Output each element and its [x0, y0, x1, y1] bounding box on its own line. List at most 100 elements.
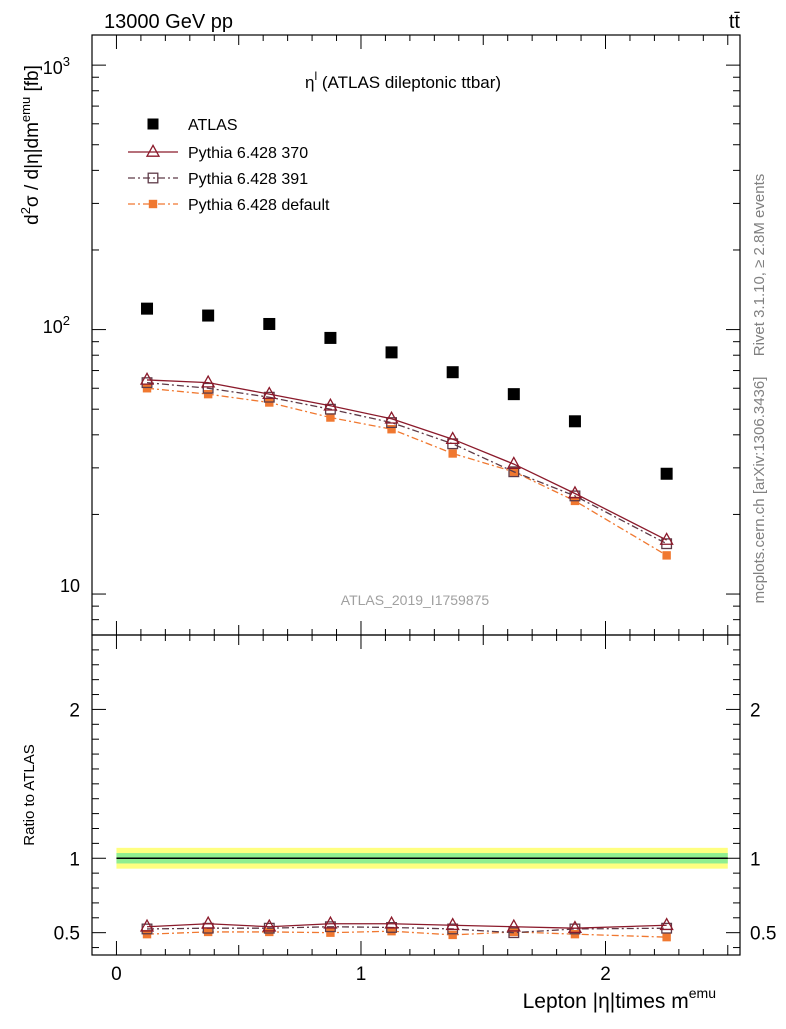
- ratio-pythia-6-428-default-point: [448, 930, 457, 940]
- ylabel-sigma: σ / d|η|dm: [22, 122, 43, 207]
- ratio-y-tick-label: 0.5: [750, 924, 776, 945]
- ylabel-sup: emu: [18, 97, 33, 122]
- legend-atlas-label: ATLAS: [188, 117, 238, 134]
- x-tick-label: 2: [600, 964, 611, 985]
- plot-title: ηl (ATLAS dileptonic ttbar): [305, 69, 501, 92]
- series-atlas-point: [263, 317, 276, 330]
- series-atlas-point: [507, 388, 520, 401]
- analysis-watermark: ATLAS_2019_I1759875: [341, 592, 490, 608]
- legend: ATLAS Pythia 6.428 370 Pythia 6.428 391 Pyt…: [128, 117, 330, 214]
- series-atlas-point: [660, 467, 673, 480]
- series-pythia-6-428-370-point: [567, 485, 583, 499]
- ratio-data-marks: [139, 915, 674, 942]
- series-pythia-6-428-391-line: [146, 382, 667, 545]
- ratio-band: [116, 847, 728, 869]
- series-pythia-6-428-default-point: [142, 384, 152, 393]
- series-atlas-point: [385, 346, 398, 359]
- ytick-label-1e2-base: 10: [43, 317, 63, 337]
- main-y-ticks: [92, 64, 740, 636]
- ratio-y-axis-label: Ratio to ATLAS: [21, 744, 38, 845]
- ratio-pythia-6-428-default-point: [326, 928, 335, 937]
- series-pythia-6-428-default-point: [387, 425, 396, 434]
- series-pythia-6-428-default-point: [326, 413, 335, 422]
- x-axis-label: Lepton |η|times memu: [523, 985, 716, 1013]
- legend-pythia-6-428-370-marker: [145, 144, 161, 157]
- main-y-axis-label: d2σ / d|η|dmemu [fb]: [18, 65, 43, 225]
- ratio-pythia-6-428-370-point: [201, 915, 216, 929]
- ylabel-two: 2: [18, 207, 33, 214]
- series-pythia-6-428-370-line: [146, 379, 667, 541]
- series-pythia-6-428-default-point: [203, 389, 213, 399]
- x-tick-label: 1: [356, 964, 367, 985]
- plot-title-rest: (ATLAS dileptonic ttbar): [317, 73, 501, 92]
- main-data-marks: [139, 302, 674, 560]
- ratio-pythia-6-428-default-line: [146, 930, 667, 938]
- ratio-pythia-6-428-default-point: [509, 927, 519, 937]
- ratio-pythia-6-428-370-point: [506, 918, 521, 932]
- ratio-pythia-6-428-370-point: [139, 918, 155, 932]
- ytick-label-1e1: 10: [60, 576, 80, 596]
- plot-title-eta: η: [305, 73, 314, 92]
- series-pythia-6-428-370-point: [262, 386, 277, 399]
- series-pythia-6-428-370-point: [139, 372, 155, 385]
- series-pythia-6-428-370-point: [445, 431, 460, 445]
- series-atlas-point: [324, 331, 337, 344]
- ratio-pythia-6-428-default-point: [387, 926, 396, 936]
- ratio-pythia-6-428-391-point: [508, 927, 520, 939]
- series-pythia-6-428-370-point: [659, 532, 674, 545]
- ratio-pythia-6-428-370-point: [262, 918, 277, 932]
- ratio-y-tick-label: 2: [750, 700, 761, 721]
- ytick-label-1e3: 103: [43, 54, 70, 78]
- series-atlas-point: [568, 415, 581, 428]
- legend-pythia-6-428-391-marker: [147, 172, 159, 184]
- x-axis-label-sup: emu: [689, 985, 716, 1001]
- ratio-y-tick-label: 1: [69, 849, 80, 870]
- side-label-rivet: Rivet 3.1.10, ≥ 2.8M events: [751, 174, 768, 357]
- ytick-label-1e3-exp: 3: [63, 54, 70, 69]
- ratio-pythia-6-428-370-point: [323, 915, 338, 929]
- ratio-y-tick-label: 1: [750, 849, 761, 870]
- legend-atlas-marker: [147, 118, 159, 130]
- ratio-x-ticks: 0 1 2: [91, 635, 729, 985]
- series-pythia-6-428-391-point: [202, 382, 214, 394]
- ratio-pythia-6-428-370-point: [445, 917, 460, 931]
- ylabel-unit: [fb]: [22, 65, 43, 97]
- series-pythia-6-428-370-point: [323, 397, 338, 411]
- ratio-panel: 0.5 0.5 1 1 2 2 0 1 2: [54, 634, 776, 985]
- ratio-pythia-6-428-370-line: [146, 923, 667, 929]
- series-pythia-6-428-370-point: [201, 374, 216, 388]
- ytick-label-1e2: 102: [43, 313, 70, 337]
- series-pythia-6-428-370-point: [506, 456, 521, 469]
- main-panel: 10 102 103 ηl (ATLAS dileptonic ttbar) A…: [43, 34, 741, 636]
- ratio-pythia-6-428-default-point: [265, 927, 274, 937]
- series-pythia-6-428-391-point: [324, 403, 336, 415]
- series-atlas-point: [202, 309, 215, 322]
- series-pythia-6-428-391-point: [508, 466, 520, 478]
- side-label-mcplots: mcplots.cern.ch [arXiv:1306.3436]: [751, 377, 768, 604]
- legend-pythia-6-428-default-label: Pythia 6.428 default: [188, 197, 330, 214]
- ratio-pythia-6-428-default-point: [662, 932, 671, 942]
- main-x-ticks: [91, 35, 729, 635]
- ratio-y-tick-label: 0.5: [54, 924, 80, 945]
- series-pythia-6-428-default-point: [662, 551, 671, 560]
- ytick-label-1e2-exp: 2: [63, 313, 70, 328]
- ytick-label-1e3-base: 10: [43, 58, 63, 78]
- header-right: tt̄: [729, 11, 741, 33]
- series-pythia-6-428-default-line: [146, 387, 667, 556]
- ratio-y-ticks: 0.5 0.5 1 1 2 2: [54, 649, 776, 949]
- x-tick-label: 0: [111, 964, 122, 985]
- x-axis-label-main: Lepton |η|times m: [523, 990, 689, 1013]
- ratio-y-tick-label: 2: [69, 700, 80, 721]
- legend-pythia-6-428-370-label: Pythia 6.428 370: [188, 145, 308, 162]
- legend-pythia-6-428-391-label: Pythia 6.428 391: [188, 171, 308, 188]
- legend-pythia-6-428-default-marker: [148, 199, 158, 209]
- series-pythia-6-428-370-point: [384, 410, 399, 424]
- series-atlas-point: [446, 366, 459, 379]
- ratio-pythia-6-428-370-point: [659, 917, 674, 931]
- ylabel-d: d: [22, 214, 43, 225]
- ratio-pythia-6-428-370-point: [567, 920, 583, 934]
- series-pythia-6-428-default-point: [448, 449, 457, 458]
- ratio-plot-frame: [91, 634, 741, 956]
